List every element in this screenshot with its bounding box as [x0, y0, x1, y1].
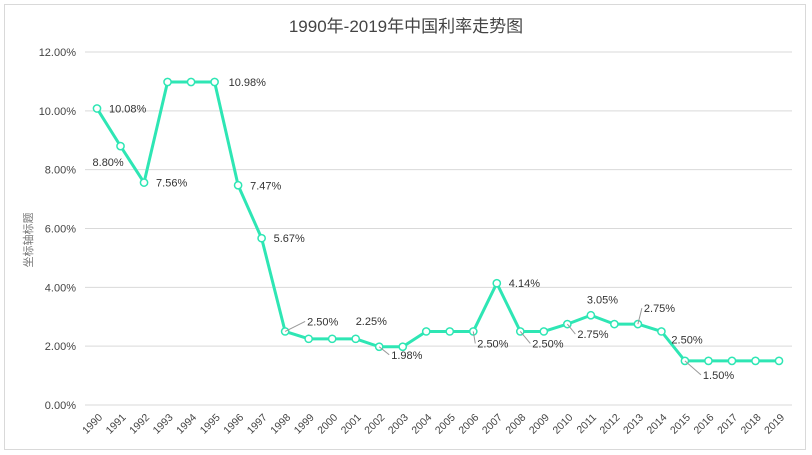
data-point — [351, 334, 361, 344]
data-label: 7.56% — [156, 178, 187, 190]
data-point — [398, 342, 408, 352]
x-tick-label: 2006 — [456, 412, 481, 437]
data-point — [539, 327, 549, 336]
data-point — [163, 77, 172, 87]
x-tick-label: 2018 — [739, 412, 764, 437]
leader-line — [566, 323, 576, 335]
x-tick-label: 2015 — [668, 412, 693, 437]
x-tick-label: 1991 — [104, 412, 129, 437]
chart-title: 1990年-2019年中国利率走势图 — [288, 17, 524, 36]
x-tick-label: 1998 — [268, 412, 293, 437]
data-point — [421, 327, 431, 336]
data-label: 8.80% — [93, 157, 124, 169]
y-tick-label: 0.00% — [45, 400, 76, 412]
data-point — [92, 104, 102, 113]
x-tick-label: 1994 — [174, 412, 199, 437]
y-tick-label: 8.00% — [45, 165, 76, 177]
x-tick-label: 1993 — [151, 412, 176, 437]
x-tick-label: 2012 — [597, 412, 622, 437]
x-tick-label: 2008 — [503, 412, 528, 437]
data-point — [610, 319, 619, 329]
data-label: 2.25% — [356, 316, 387, 328]
x-tick-label: 2016 — [692, 412, 717, 437]
x-tick-label: 2014 — [645, 412, 670, 437]
data-label: 2.50% — [307, 316, 338, 328]
data-label: 4.14% — [509, 278, 540, 290]
data-point — [704, 356, 713, 366]
data-label: 10.98% — [229, 77, 267, 89]
leader-line — [637, 307, 643, 325]
leader-line — [378, 346, 390, 356]
x-tick-label: 2001 — [339, 412, 364, 437]
data-point — [327, 334, 337, 344]
y-tick-label: 10.00% — [39, 106, 77, 118]
data-point — [304, 334, 314, 344]
data-label: 1.50% — [703, 370, 734, 382]
leader-line — [472, 331, 476, 344]
x-tick-label: 2017 — [715, 412, 740, 437]
data-point — [210, 77, 219, 87]
y-tick-label: 2.00% — [45, 341, 76, 353]
data-label: 2.50% — [477, 338, 508, 350]
data-point — [233, 180, 243, 190]
data-label: 1.98% — [391, 350, 422, 362]
x-tick-label: 2007 — [480, 412, 505, 437]
x-tick-label: 2010 — [550, 412, 575, 437]
chart-frame — [4, 4, 806, 450]
data-point — [257, 233, 266, 243]
leader-line — [684, 360, 702, 376]
x-tick-label: 2000 — [315, 412, 340, 437]
x-tick-label: 2009 — [527, 412, 552, 437]
data-label: 10.08% — [109, 103, 147, 115]
x-tick-label: 1992 — [127, 412, 152, 437]
data-point — [445, 327, 455, 336]
data-label: 2.75% — [577, 329, 608, 341]
data-point — [727, 356, 737, 366]
y-tick-label: 4.00% — [45, 282, 76, 294]
data-label: 2.75% — [644, 303, 675, 315]
data-label: 2.50% — [671, 334, 702, 346]
x-tick-label: 1996 — [221, 412, 246, 437]
x-tick-label: 2003 — [386, 412, 411, 437]
data-point — [774, 356, 784, 366]
series-line — [95, 80, 779, 363]
x-tick-label: 2019 — [762, 412, 787, 437]
data-point — [657, 327, 666, 336]
data-point — [492, 278, 502, 288]
data-label: 2.50% — [532, 338, 563, 350]
x-tick-label: 1990 — [80, 412, 105, 437]
x-tick-label: 2011 — [575, 412, 600, 437]
data-point — [186, 77, 196, 87]
y-tick-label: 12.00% — [39, 47, 77, 59]
x-tick-label: 1999 — [292, 412, 317, 437]
data-point — [139, 178, 149, 187]
y-tick-label: 6.00% — [45, 224, 76, 236]
x-tick-label: 2005 — [433, 412, 458, 437]
x-tick-label: 1995 — [198, 412, 223, 437]
leader-line — [284, 321, 306, 332]
data-point — [116, 141, 125, 151]
data-point — [586, 310, 596, 320]
data-label: 3.05% — [587, 294, 618, 306]
x-tick-label: 2004 — [409, 412, 434, 437]
data-point — [751, 356, 760, 366]
y-axis-title: 坐标轴标题 — [21, 213, 35, 268]
data-label: 7.47% — [250, 180, 281, 192]
leader-line — [519, 331, 531, 344]
x-tick-label: 2013 — [621, 412, 646, 437]
x-tick-label: 2002 — [362, 412, 387, 437]
data-label: 5.67% — [274, 233, 305, 245]
x-tick-label: 1997 — [245, 412, 270, 437]
